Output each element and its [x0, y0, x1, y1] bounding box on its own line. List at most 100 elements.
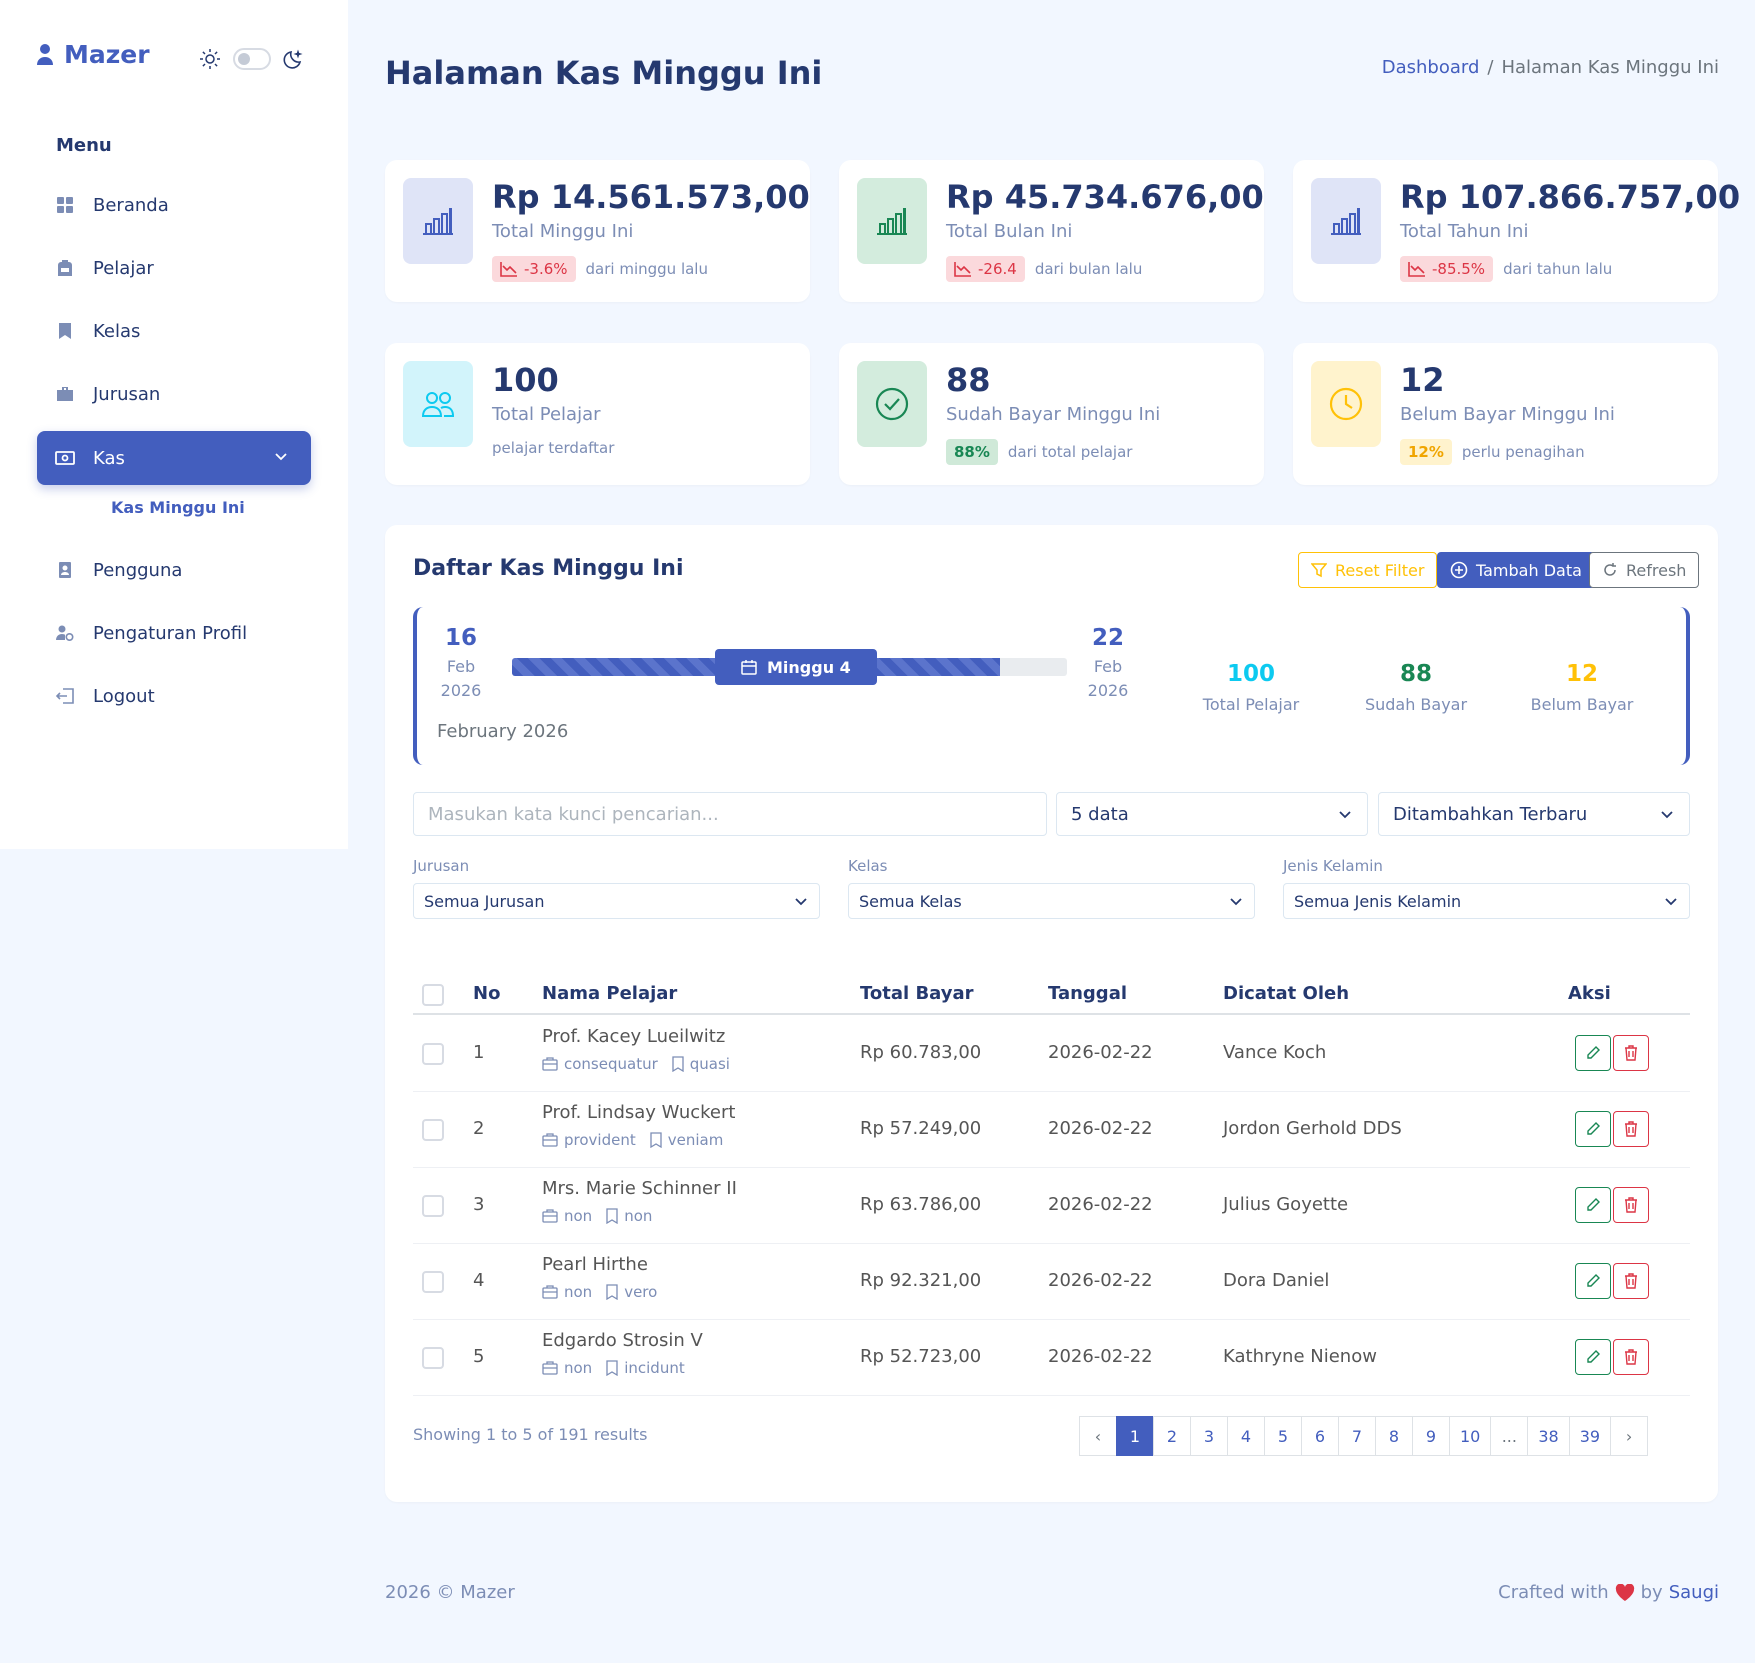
pagination-page[interactable]: 38 [1527, 1416, 1570, 1456]
briefcase-icon [542, 1361, 558, 1375]
pencil-icon [1587, 1274, 1600, 1287]
edit-button[interactable] [1575, 1339, 1611, 1375]
row-total: Rp 92.321,00 [860, 1270, 982, 1291]
theme-toggle[interactable] [233, 48, 271, 70]
week-start-date: 16 Feb 2026 [436, 621, 486, 703]
bookmark-icon [606, 1208, 618, 1224]
delete-button[interactable] [1613, 1111, 1649, 1147]
delete-button[interactable] [1613, 1263, 1649, 1299]
pagination-prev[interactable]: ‹ [1079, 1416, 1117, 1456]
percent-badge: 12% [1400, 439, 1452, 465]
student-kelas: vero [624, 1283, 658, 1301]
delete-button[interactable] [1613, 1187, 1649, 1223]
sidebar-item-kelas[interactable]: Kelas [37, 304, 311, 358]
row-checkbox[interactable] [422, 1043, 444, 1065]
stat-value: 12 [1400, 361, 1445, 399]
pagination-page[interactable]: 10 [1449, 1416, 1492, 1456]
sort-select[interactable]: Ditambahkan Terbaru [1378, 792, 1690, 836]
card-title: Daftar Kas Minggu Ini [413, 556, 684, 581]
select-value: Semua Jurusan [424, 891, 545, 911]
pagination-page[interactable]: 4 [1227, 1416, 1265, 1456]
pagination-page[interactable]: 5 [1264, 1416, 1302, 1456]
sun-icon [200, 49, 220, 69]
pagination-page[interactable]: 1 [1116, 1416, 1154, 1456]
column-header-aksi: Aksi [1568, 983, 1611, 1004]
pagination-page[interactable]: 3 [1190, 1416, 1228, 1456]
bar-chart-icon [403, 178, 473, 264]
trash-icon [1625, 1045, 1637, 1061]
brand-logo[interactable]: Mazer [36, 40, 150, 69]
stat-value: Rp 45.734.676,00 [946, 178, 1264, 216]
trash-icon [1625, 1121, 1637, 1137]
refresh-button[interactable]: Refresh [1589, 552, 1700, 588]
stat-note: perlu penagihan [1461, 443, 1585, 461]
sidebar-item-kas[interactable]: Kas [37, 431, 311, 485]
select-all-checkbox[interactable] [422, 984, 444, 1006]
student-name: Prof. Kacey Lueilwitz [542, 1026, 726, 1047]
filter-jurusan-select[interactable]: Semua Jurusan [413, 883, 820, 919]
sidebar-item-pengaturan-profil[interactable]: Pengaturan Profil [37, 606, 311, 660]
pagination-page[interactable]: 7 [1338, 1416, 1376, 1456]
delete-button[interactable] [1613, 1035, 1649, 1071]
week-stat-belum-bayar: 12 Belum Bayar [1507, 657, 1657, 714]
pagination-page[interactable]: 9 [1412, 1416, 1450, 1456]
row-date: 2026-02-22 [1048, 1194, 1153, 1215]
heart-icon [1615, 1583, 1634, 1601]
chevron-down-icon [1339, 811, 1351, 819]
row-date: 2026-02-22 [1048, 1118, 1153, 1139]
edit-button[interactable] [1575, 1263, 1611, 1299]
breadcrumb-dashboard[interactable]: Dashboard [1381, 57, 1480, 78]
filter-jenis-kelamin-select[interactable]: Semua Jenis Kelamin [1283, 883, 1690, 919]
table-row: 2 Prof. Lindsay Wuckert provident veniam… [413, 1092, 1690, 1168]
stat-sub: 12% perlu penagihan [1400, 439, 1585, 465]
footer-by-text: by [1640, 1582, 1663, 1603]
week-stat-total-pelajar: 100 Total Pelajar [1176, 657, 1326, 714]
pagination-page[interactable]: 2 [1153, 1416, 1191, 1456]
sidebar-item-pelajar[interactable]: Pelajar [37, 241, 311, 295]
row-checkbox[interactable] [422, 1271, 444, 1293]
menu-title: Menu [56, 135, 112, 156]
stat-note: dari bulan lalu [1034, 260, 1143, 278]
column-header-nama: Nama Pelajar [542, 983, 678, 1004]
student-kelas: quasi [689, 1055, 730, 1073]
sidebar-item-label: Pengaturan Profil [93, 622, 248, 644]
row-checkbox[interactable] [422, 1195, 444, 1217]
filter-kelas-select[interactable]: Semua Kelas [848, 883, 1255, 919]
sidebar-subitem-kas-minggu-ini[interactable]: Kas Minggu Ini [111, 498, 245, 517]
row-checkbox[interactable] [422, 1119, 444, 1141]
edit-button[interactable] [1575, 1111, 1611, 1147]
footer-author-link[interactable]: Saugi [1668, 1582, 1719, 1603]
row-checkbox[interactable] [422, 1347, 444, 1369]
sidebar-item-label: Pengguna [93, 559, 183, 581]
row-date: 2026-02-22 [1048, 1270, 1153, 1291]
sidebar-item-logout[interactable]: Logout [37, 669, 311, 723]
sidebar-item-pengguna[interactable]: Pengguna [37, 543, 311, 597]
chevron-down-icon [1665, 898, 1677, 906]
edit-button[interactable] [1575, 1035, 1611, 1071]
reset-filter-button[interactable]: Reset Filter [1298, 552, 1438, 588]
search-input[interactable]: Masukan kata kunci pencarian... [413, 792, 1047, 836]
sidebar-item-label: Pelajar [93, 257, 154, 279]
week-stat-value: 88 [1399, 661, 1432, 687]
delete-button[interactable] [1613, 1339, 1649, 1375]
pagination-page[interactable]: 6 [1301, 1416, 1339, 1456]
pagination-next[interactable]: › [1610, 1416, 1649, 1456]
column-header-tanggal: Tanggal [1048, 983, 1128, 1004]
stat-note: dari minggu lalu [585, 260, 708, 278]
pagination-page[interactable]: 39 [1568, 1416, 1612, 1456]
row-student: Pearl Hirthe non vero [542, 1254, 657, 1301]
per-page-select[interactable]: 5 data [1056, 792, 1368, 836]
sidebar-item-jurusan[interactable]: Jurusan [37, 367, 311, 421]
breadcrumb-separator: / [1487, 57, 1494, 78]
pagination-page[interactable]: 8 [1375, 1416, 1413, 1456]
bookmark-icon [606, 1360, 618, 1376]
edit-button[interactable] [1575, 1187, 1611, 1223]
stat-label: Belum Bayar Minggu Ini [1400, 404, 1615, 425]
add-data-button[interactable]: Tambah Data [1437, 552, 1595, 588]
percent-badge: 88% [946, 439, 998, 465]
person-icon [37, 43, 53, 65]
sidebar-item-beranda[interactable]: Beranda [37, 178, 311, 232]
pagination-ellipsis: ... [1490, 1416, 1529, 1456]
stat-card-total-pelajar: 100 Total Pelajar pelajar terdaftar [385, 343, 810, 485]
row-recorded-by: Dora Daniel [1223, 1270, 1330, 1291]
